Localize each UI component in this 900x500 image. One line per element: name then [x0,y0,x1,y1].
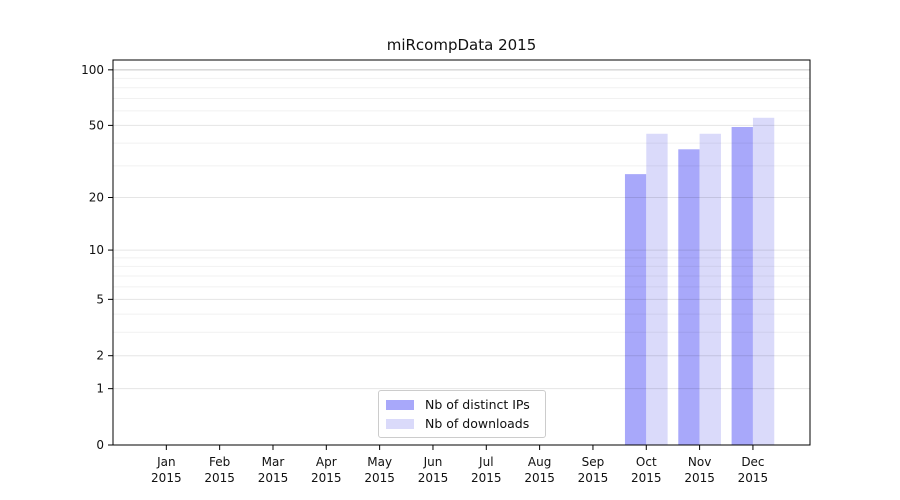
bar-distinct-ips [624,174,647,445]
y-axis-tick-label: 0 [96,438,104,452]
legend-swatch-downloads-icon [386,418,414,429]
x-axis-tick-sublabel: 2015 [364,471,395,485]
x-axis-tick-sublabel: 2015 [684,471,715,485]
legend-label-distinct-ips: Nb of distinct IPs [425,397,530,412]
y-axis-tick-label: 5 [96,292,104,306]
bar-distinct-ips [731,126,753,446]
x-axis-tick-sublabel: 2015 [631,471,662,485]
x-axis-tick-sublabel: 2015 [578,471,609,485]
legend: Nb of distinct IPs Nb of downloads [378,390,546,438]
x-axis-tick-label: Apr [316,455,337,469]
x-axis-tick-label: Jun [423,455,443,469]
x-axis-tick-label: Nov [688,455,711,469]
x-axis-tick-sublabel: 2015 [151,471,182,485]
x-axis-tick-label: Oct [636,455,657,469]
y-axis-tick-label: 2 [96,349,104,363]
y-axis-tick-label: 20 [89,191,104,205]
plot-border [112,59,811,446]
x-axis-tick-sublabel: 2015 [738,471,769,485]
bar-distinct-ips [678,149,700,445]
legend-swatch-distinct-ips-icon [386,399,414,410]
legend-item-distinct-ips: Nb of distinct IPs [386,397,545,412]
x-axis-tick-label: Aug [528,455,551,469]
y-axis-tick-label: 1 [96,382,104,396]
legend-item-downloads: Nb of downloads [386,416,545,431]
y-axis-tick-label: 50 [89,118,104,132]
bar-downloads [699,133,721,446]
y-axis-tick-label: 10 [89,243,104,257]
x-axis-tick-label: Sep [582,455,605,469]
x-axis-tick-sublabel: 2015 [418,471,449,485]
x-axis-tick-label: Dec [741,455,764,469]
y-axis-tick-label: 100 [81,63,104,77]
x-axis-tick-label: Jul [478,455,493,469]
x-axis-tick-sublabel: 2015 [258,471,289,485]
legend-label-downloads: Nb of downloads [425,416,530,431]
x-axis-tick-sublabel: 2015 [204,471,235,485]
bar-downloads [646,133,668,446]
x-axis-tick-sublabel: 2015 [311,471,342,485]
x-axis-tick-sublabel: 2015 [524,471,555,485]
x-axis-tick-label: Mar [262,455,285,469]
x-axis-tick-sublabel: 2015 [471,471,502,485]
x-axis-tick-label: Feb [209,455,230,469]
bar-downloads [752,117,775,445]
x-axis-tick-label: May [367,455,392,469]
chart-title: miRcompData 2015 [386,36,537,54]
x-axis-tick-label: Jan [156,455,176,469]
